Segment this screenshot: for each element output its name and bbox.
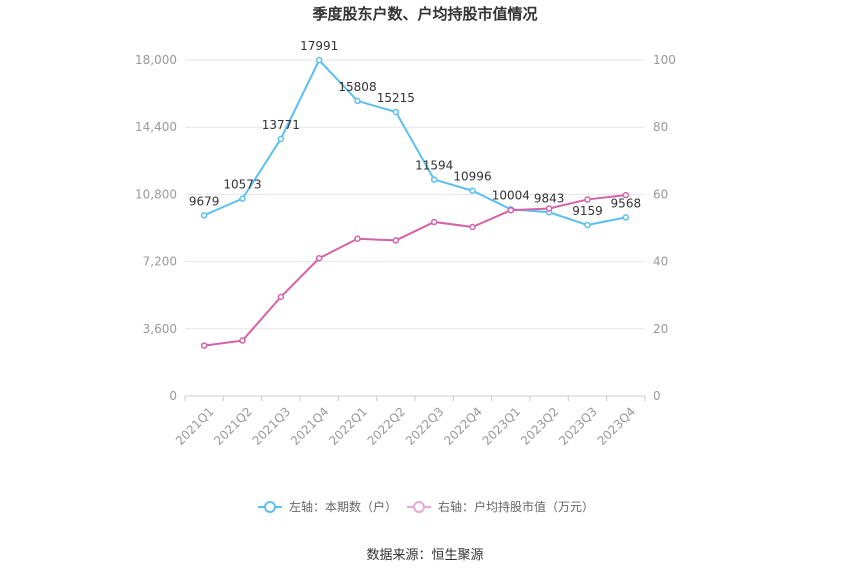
right-tick-label: 60 — [653, 187, 668, 201]
data-label: 11594 — [415, 159, 453, 173]
data-point-left[interactable] — [392, 108, 400, 116]
data-point-left[interactable] — [200, 212, 208, 219]
left-axis: 0 3,600 7,200 10,800 14,400 18,000 — [135, 53, 177, 403]
data-label: 15808 — [338, 80, 376, 94]
legend[interactable]: 左轴：本期数（户） 右轴：户均持股市值（万元） — [258, 499, 594, 514]
data-label: 10573 — [223, 178, 261, 192]
right-tick-label: 80 — [653, 120, 668, 134]
left-tick-label: 3,600 — [143, 322, 177, 336]
data-label: 17991 — [300, 39, 338, 53]
legend-item-left[interactable]: 左轴：本期数（户） — [258, 499, 397, 514]
data-point-left[interactable] — [584, 221, 591, 229]
legend-marker-left — [264, 501, 276, 513]
data-point-right[interactable] — [200, 342, 208, 349]
right-tick-label: 20 — [653, 322, 668, 336]
legend-marker-right — [413, 501, 425, 513]
right-tick-label: 0 — [653, 389, 661, 403]
data-point-left[interactable] — [622, 214, 630, 221]
series-group — [200, 56, 630, 349]
data-label: 13771 — [262, 118, 300, 132]
data-label: 9159 — [572, 204, 603, 218]
x-tick-label: 2023Q4 — [595, 404, 639, 448]
data-label: 10996 — [453, 170, 491, 184]
legend-label-left: 左轴：本期数（户） — [289, 499, 397, 514]
left-tick-label: 18,000 — [135, 53, 177, 67]
x-tick-label: 2021Q1 — [173, 404, 217, 448]
x-tick-label: 2023Q3 — [556, 404, 600, 448]
data-point-right[interactable] — [315, 254, 323, 262]
x-tick-label: 2021Q2 — [211, 404, 255, 448]
data-point-left[interactable] — [277, 135, 285, 143]
data-label: 9568 — [611, 196, 642, 210]
data-point-right[interactable] — [277, 293, 285, 301]
x-tick-label: 2021Q4 — [288, 404, 332, 448]
x-tick-label: 2023Q1 — [480, 404, 524, 448]
x-tick-label: 2022Q4 — [441, 404, 485, 448]
data-label: 15215 — [377, 91, 415, 105]
series-line-right — [204, 194, 626, 347]
data-label: 10004 — [492, 188, 530, 202]
chart-title: 季度股东户数、户均持股市值情况 — [312, 5, 537, 23]
data-point-right[interactable] — [584, 196, 591, 203]
right-tick-label: 40 — [653, 255, 668, 269]
x-axis: 2021Q12021Q22021Q32021Q42022Q12022Q22022… — [173, 396, 646, 448]
data-point-right[interactable] — [469, 223, 476, 231]
data-point-right[interactable] — [507, 206, 515, 214]
data-point-left[interactable] — [239, 195, 246, 202]
data-point-right[interactable] — [430, 218, 438, 226]
x-tick-label: 2023Q2 — [518, 404, 562, 448]
data-point-right[interactable] — [392, 237, 400, 244]
right-axis: 0 20 40 60 80 100 — [653, 53, 676, 403]
data-point-right[interactable] — [545, 205, 553, 212]
data-point-left[interactable] — [430, 176, 438, 183]
right-tick-label: 100 — [653, 53, 676, 67]
x-tick-label: 2022Q1 — [326, 404, 370, 448]
data-point-right[interactable] — [622, 191, 630, 199]
data-point-left[interactable] — [469, 187, 476, 194]
x-tick-label: 2022Q3 — [403, 404, 447, 448]
left-tick-label: 0 — [169, 389, 177, 403]
data-point-right[interactable] — [354, 235, 361, 243]
series-line-left — [203, 58, 627, 227]
left-tick-label: 7,200 — [143, 255, 177, 269]
legend-item-right[interactable]: 右轴：户均持股市值（万元） — [407, 499, 594, 514]
left-tick-label: 10,800 — [135, 187, 177, 201]
data-point-left[interactable] — [315, 56, 323, 64]
data-point-left[interactable] — [354, 97, 361, 105]
data-label: 9679 — [189, 194, 220, 208]
x-tick-label: 2021Q3 — [250, 404, 294, 448]
legend-label-right: 右轴：户均持股市值（万元） — [438, 499, 594, 514]
x-tick-label: 2022Q2 — [365, 404, 409, 448]
data-point-right[interactable] — [239, 337, 246, 344]
left-tick-label: 14,400 — [135, 120, 177, 134]
data-source: 数据来源：恒生聚源 — [366, 548, 483, 563]
grid — [185, 59, 645, 397]
data-label: 9843 — [534, 191, 565, 205]
